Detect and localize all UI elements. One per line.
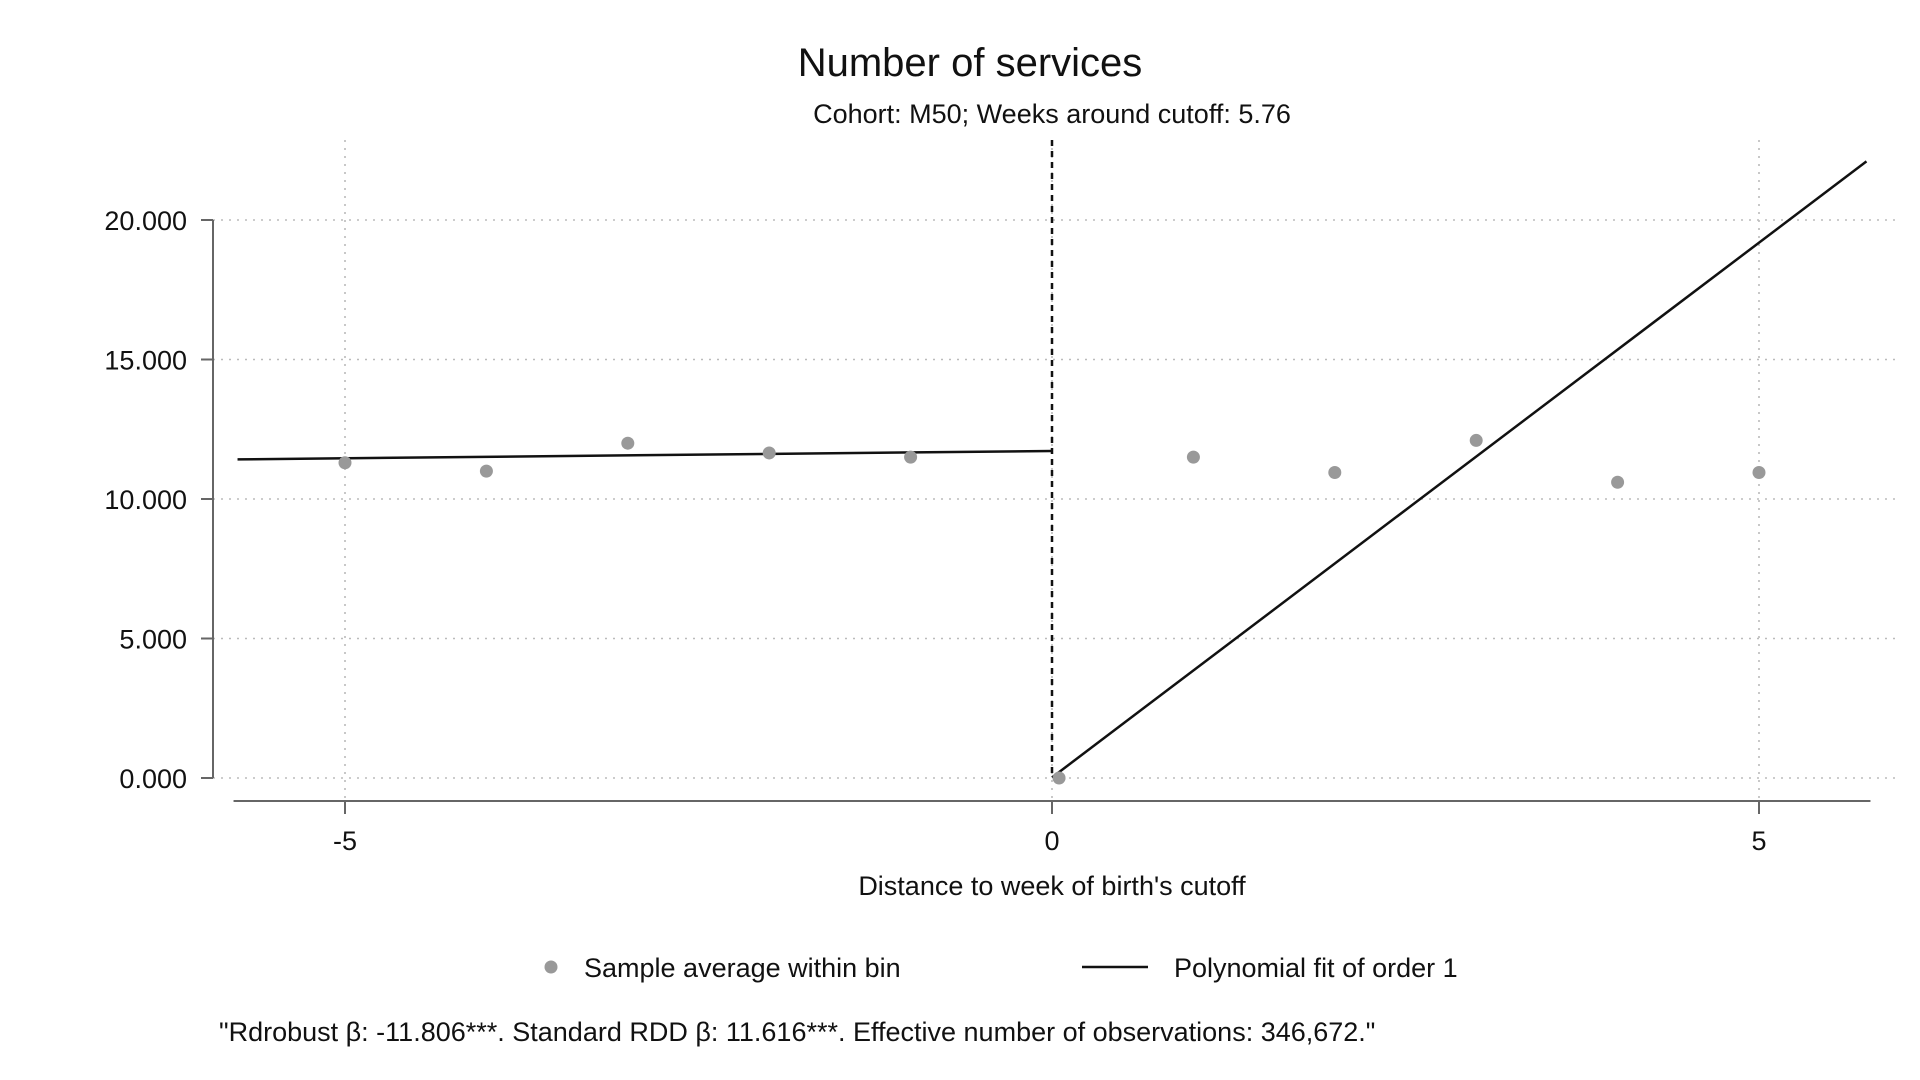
scatter-point	[1186, 450, 1200, 464]
chart-title: Number of services	[798, 41, 1143, 85]
x-tick-label: 0	[1044, 826, 1059, 856]
fit-line-layer	[237, 160, 1868, 779]
chart-note: "Rdrobust β: -11.806***. Standard RDD β:…	[219, 1017, 1375, 1047]
scatter-point	[338, 456, 352, 470]
scatter-points-layer	[338, 433, 1766, 785]
axis-layer: 0.000 5.000 10.000 15.000 20.000 -5 0 5	[104, 206, 1871, 856]
x-axis-label: Distance to week of birth's cutoff	[858, 871, 1246, 901]
legend-label-scatter: Sample average within bin	[584, 953, 901, 983]
legend-dot-icon	[544, 960, 558, 974]
x-tick-label: -5	[333, 826, 357, 856]
scatter-point	[1611, 475, 1625, 489]
scatter-point	[621, 436, 635, 450]
scatter-point	[1469, 433, 1483, 447]
y-tick-label: 20.000	[104, 206, 187, 236]
grid-layer	[213, 140, 1900, 801]
y-tick-label: 15.000	[104, 346, 187, 376]
chart-subtitle: Cohort: M50; Weeks around cutoff: 5.76	[813, 99, 1291, 129]
scatter-point	[1328, 465, 1342, 479]
scatter-point	[479, 464, 493, 478]
scatter-point	[1752, 465, 1766, 479]
legend: Sample average within bin Polynomial fit…	[544, 953, 1458, 983]
fit-line-segment	[237, 449, 1053, 461]
legend-label-fit: Polynomial fit of order 1	[1174, 953, 1458, 983]
fit-line-segment	[1051, 160, 1868, 779]
x-tick-label: 5	[1751, 826, 1766, 856]
scatter-point	[762, 446, 776, 460]
scatter-point	[1052, 771, 1066, 785]
scatter-point	[904, 450, 918, 464]
y-tick-label: 10.000	[104, 485, 187, 515]
y-tick-label: 5.000	[119, 625, 187, 655]
y-tick-label: 0.000	[119, 764, 187, 794]
